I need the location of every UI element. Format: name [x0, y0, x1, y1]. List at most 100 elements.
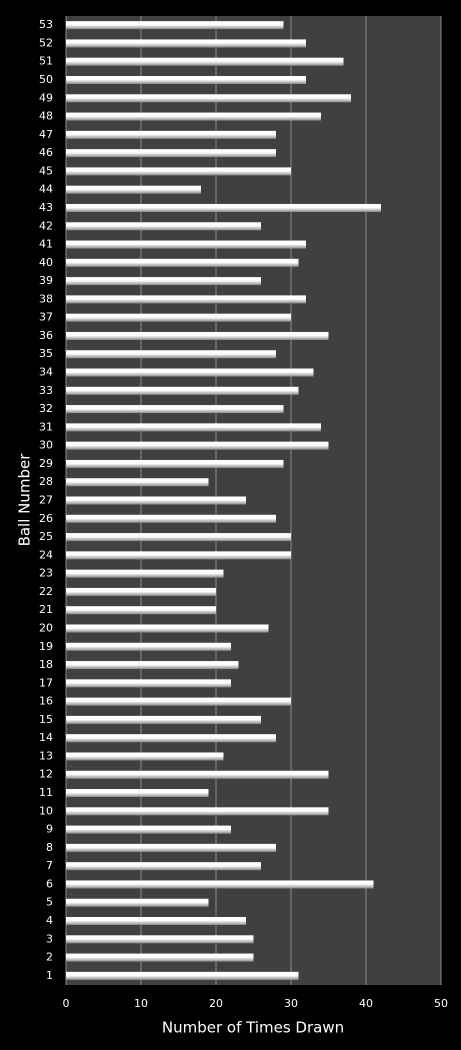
bar	[66, 551, 291, 560]
y-tick-label: 42	[39, 219, 53, 232]
bar	[66, 295, 306, 304]
y-tick-label: 27	[39, 494, 53, 507]
y-tick-label: 15	[39, 713, 53, 726]
y-tick-label: 23	[39, 567, 53, 580]
bar	[66, 917, 246, 926]
y-axis-title: Ball Number	[16, 453, 34, 547]
y-tick-label: 38	[39, 292, 53, 305]
bar	[66, 57, 344, 66]
bar	[66, 789, 209, 798]
y-tick-label: 25	[39, 530, 53, 543]
y-tick-label: 53	[39, 18, 53, 31]
bar	[66, 715, 261, 724]
x-tick-label: 20	[209, 997, 223, 1010]
bar	[66, 624, 269, 633]
y-tick-label: 9	[46, 823, 53, 836]
x-tick-label: 10	[134, 997, 148, 1010]
bar	[66, 258, 299, 267]
y-tick-label: 19	[39, 640, 53, 653]
bar	[66, 130, 276, 139]
y-tick-label: 30	[39, 439, 53, 452]
x-tick-label: 50	[434, 997, 448, 1010]
y-tick-label: 52	[39, 36, 53, 49]
bar	[66, 386, 299, 395]
y-tick-label: 24	[39, 548, 53, 561]
y-tick-label: 28	[39, 475, 53, 488]
y-tick-label: 49	[39, 91, 53, 104]
y-tick-label: 36	[39, 329, 53, 342]
y-tick-label: 22	[39, 585, 53, 598]
bar	[66, 697, 291, 706]
bar	[66, 94, 351, 103]
bar	[66, 185, 201, 194]
bar	[66, 112, 321, 121]
bar	[66, 770, 329, 779]
bar	[66, 971, 299, 980]
y-tick-label: 29	[39, 457, 53, 470]
bar	[66, 313, 291, 322]
bar	[66, 75, 306, 84]
bar	[66, 880, 374, 889]
y-tick-label: 43	[39, 201, 53, 214]
bar	[66, 39, 306, 48]
bar	[66, 459, 284, 468]
y-tick-label: 12	[39, 768, 53, 781]
y-tick-label: 20	[39, 621, 53, 634]
bar	[66, 149, 276, 158]
y-tick-label: 4	[46, 914, 53, 927]
y-tick-label: 32	[39, 402, 53, 415]
y-tick-label: 21	[39, 603, 53, 616]
y-tick-label: 5	[46, 896, 53, 909]
y-tick-label: 48	[39, 110, 53, 123]
y-tick-label: 2	[46, 951, 53, 964]
bar	[66, 277, 261, 286]
y-tick-label: 1	[46, 969, 53, 982]
bar	[66, 679, 231, 688]
bar	[66, 514, 276, 523]
bar	[66, 203, 381, 212]
bar	[66, 587, 216, 596]
y-tick-label: 6	[46, 877, 53, 890]
y-tick-label: 44	[39, 183, 53, 196]
bar	[66, 569, 224, 578]
y-tick-label: 37	[39, 311, 53, 324]
bar	[66, 423, 321, 432]
x-tick-label: 30	[284, 997, 298, 1010]
bar	[66, 167, 291, 176]
bar	[66, 331, 329, 340]
y-tick-label: 41	[39, 238, 53, 251]
y-tick-label: 11	[39, 786, 53, 799]
bar	[66, 405, 284, 414]
bar	[66, 953, 254, 962]
y-tick-label: 16	[39, 695, 53, 708]
y-tick-label: 51	[39, 55, 53, 68]
y-tick-label: 3	[46, 932, 53, 945]
y-tick-label: 35	[39, 347, 53, 360]
y-tick-label: 50	[39, 73, 53, 86]
y-tick-label: 17	[39, 676, 53, 689]
bar	[66, 350, 276, 359]
y-tick-label: 45	[39, 164, 53, 177]
bar	[66, 368, 314, 377]
y-tick-label: 8	[46, 841, 53, 854]
bar	[66, 825, 231, 834]
bar	[66, 935, 254, 944]
y-tick-label: 46	[39, 146, 53, 159]
bar	[66, 752, 224, 761]
y-tick-label: 7	[46, 859, 53, 872]
y-tick-label: 13	[39, 749, 53, 762]
bar	[66, 898, 209, 907]
bar	[66, 533, 291, 542]
bar	[66, 606, 216, 615]
x-axis-title: Number of Times Drawn	[162, 1019, 344, 1037]
y-tick-label: 40	[39, 256, 53, 269]
bar	[66, 21, 284, 30]
x-tick-label: 0	[63, 997, 70, 1010]
bar	[66, 661, 239, 670]
y-tick-label: 18	[39, 658, 53, 671]
bar	[66, 843, 276, 852]
bar	[66, 441, 329, 450]
bar	[66, 642, 231, 651]
bar	[66, 478, 209, 487]
